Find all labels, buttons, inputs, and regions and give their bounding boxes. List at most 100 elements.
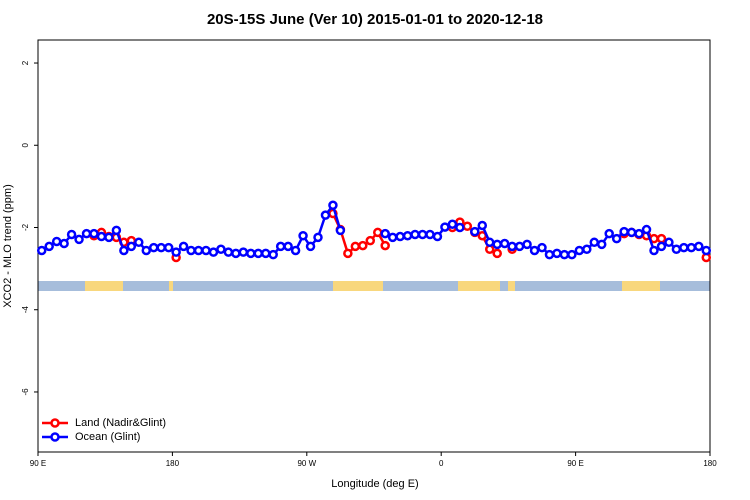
data-point xyxy=(156,242,166,253)
data-point xyxy=(238,247,249,257)
y-tick-label: -6 xyxy=(21,388,30,396)
y-tick-label: 0 xyxy=(21,142,30,147)
y-tick-label: -4 xyxy=(21,306,30,314)
data-point xyxy=(96,231,107,242)
data-point xyxy=(529,245,540,256)
chart-title: 20S-15S June (Ver 10) 2015-01-01 to 2020… xyxy=(207,11,543,28)
data-point xyxy=(260,248,271,259)
data-point xyxy=(664,237,674,248)
data-point xyxy=(477,220,488,231)
legend-marker xyxy=(50,418,60,428)
land-mask xyxy=(169,281,173,291)
data-point xyxy=(305,241,316,252)
data-point xyxy=(395,231,405,242)
data-point xyxy=(626,227,637,238)
data-point xyxy=(611,233,622,244)
data-point xyxy=(216,244,226,255)
data-point xyxy=(51,236,62,247)
data-point xyxy=(589,237,600,248)
land-mask xyxy=(458,281,500,291)
data-point xyxy=(432,231,443,242)
data-point xyxy=(372,227,383,238)
data-point xyxy=(447,219,458,229)
land-mask xyxy=(85,281,123,291)
legend-label: Ocean (Glint) xyxy=(75,431,140,443)
data-point xyxy=(656,233,667,244)
data-point xyxy=(275,241,286,252)
y-tick-label: 2 xyxy=(21,60,30,65)
data-point xyxy=(701,245,712,256)
data-point xyxy=(163,242,174,253)
data-point xyxy=(223,247,234,257)
data-point xyxy=(186,245,196,256)
data-point xyxy=(686,242,697,253)
land-ocean-mask xyxy=(38,281,710,291)
x-tick-label: 90 E xyxy=(30,459,46,468)
data-point xyxy=(268,249,278,260)
data-point xyxy=(499,238,510,249)
x-tick-label: 180 xyxy=(166,459,180,468)
data-point xyxy=(596,239,607,250)
data-point xyxy=(89,228,99,239)
y-axis-label: XCO2 - MLO trend (ppm) xyxy=(2,184,14,307)
data-point xyxy=(440,222,450,232)
data-point xyxy=(350,241,361,252)
land-mask xyxy=(333,281,383,291)
data-point xyxy=(470,226,480,237)
data-point xyxy=(522,239,532,250)
data-point xyxy=(619,226,629,237)
data-point xyxy=(544,249,555,260)
data-point xyxy=(380,240,390,251)
data-point xyxy=(208,247,219,257)
data-point xyxy=(74,234,84,245)
land-mask xyxy=(508,281,515,291)
data-point xyxy=(44,241,54,252)
plot-frame xyxy=(37,39,711,453)
data-point xyxy=(492,239,502,250)
x-tick-label: 90 E xyxy=(567,459,583,468)
x-tick-label: 180 xyxy=(703,459,717,468)
data-point xyxy=(246,248,256,259)
data-point xyxy=(694,241,704,252)
data-point xyxy=(66,229,77,240)
data-point xyxy=(81,228,92,239)
data-point xyxy=(365,235,376,246)
data-point xyxy=(574,245,585,256)
data-point xyxy=(126,241,137,252)
data-point xyxy=(492,248,502,259)
data-point xyxy=(641,224,652,235)
data-point xyxy=(231,248,241,259)
data-point xyxy=(634,228,644,239)
data-point xyxy=(335,225,346,236)
legend-marker xyxy=(50,432,60,442)
y-tick-label: -2 xyxy=(21,223,30,231)
x-axis-label: Longitude (deg E) xyxy=(331,478,418,490)
data-point xyxy=(201,245,211,256)
data-point xyxy=(111,225,122,236)
data-point xyxy=(402,230,413,241)
data-point xyxy=(417,229,428,240)
data-point xyxy=(141,245,152,256)
data-point xyxy=(679,242,689,253)
data-point xyxy=(604,228,614,239)
data-point xyxy=(387,232,398,243)
data-point xyxy=(290,245,301,256)
data-point xyxy=(253,248,264,259)
data-point xyxy=(178,241,189,252)
data-point xyxy=(320,210,331,220)
data-point xyxy=(171,247,181,257)
data-point xyxy=(410,229,420,240)
data-point xyxy=(671,244,682,255)
data-point xyxy=(298,230,308,241)
data-point xyxy=(134,237,144,248)
data-point xyxy=(455,222,465,233)
legend-label: Land (Nadir&Glint) xyxy=(75,417,166,429)
data-point xyxy=(582,244,592,255)
data-point xyxy=(59,238,69,249)
data-point xyxy=(552,248,562,259)
data-point xyxy=(283,241,293,252)
x-tick-label: 90 W xyxy=(297,459,316,468)
data-point xyxy=(507,241,517,252)
data-point xyxy=(559,249,570,260)
data-point xyxy=(537,242,547,253)
